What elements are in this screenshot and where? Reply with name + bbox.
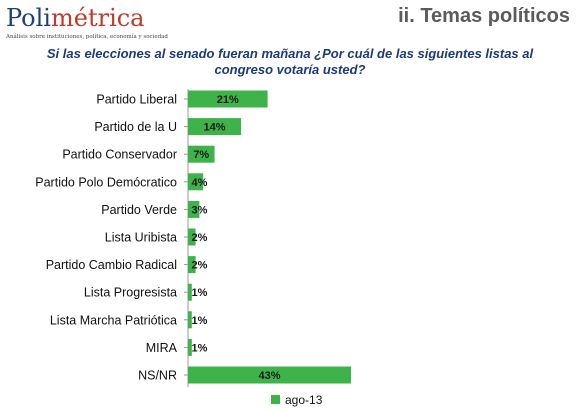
bar bbox=[188, 311, 192, 329]
data-label: 7% bbox=[193, 149, 209, 161]
category-label: MIRA bbox=[146, 341, 178, 355]
logo-prefix: Poli bbox=[6, 4, 51, 32]
bar bbox=[188, 145, 215, 163]
data-label: 1% bbox=[192, 342, 208, 354]
category-label: Lista Uribista bbox=[105, 231, 177, 245]
category-label: Partido Verde bbox=[101, 203, 177, 217]
logo-tagline: Análisis sobre instituciones, política, … bbox=[6, 34, 168, 40]
chart-title: Si las elecciones al senado fueran mañan… bbox=[46, 46, 534, 77]
bar bbox=[188, 366, 351, 384]
category-label: Partido Conservador bbox=[62, 148, 177, 162]
bar bbox=[188, 200, 200, 218]
data-label: 1% bbox=[192, 287, 208, 299]
logo-accent: métrica bbox=[50, 4, 145, 32]
data-label: 1% bbox=[192, 315, 208, 327]
data-label: 21% bbox=[217, 94, 239, 106]
bar bbox=[188, 338, 192, 356]
category-label: Partido Polo Demócratico bbox=[35, 175, 177, 189]
data-label: 3% bbox=[192, 204, 208, 216]
data-label: 14% bbox=[204, 122, 226, 134]
legend-swatch bbox=[271, 395, 280, 404]
data-label: 2% bbox=[192, 260, 208, 272]
data-label: 43% bbox=[258, 370, 280, 382]
data-label: 4% bbox=[192, 177, 208, 189]
bar bbox=[188, 173, 204, 191]
category-label: Partido Liberal bbox=[96, 93, 177, 107]
category-label: Partido de la U bbox=[94, 120, 177, 134]
polimetrica-logo: Polimétrica Análisis sobre instituciones… bbox=[6, 6, 168, 50]
bar bbox=[188, 118, 242, 136]
bar bbox=[188, 256, 196, 274]
bar bbox=[188, 228, 196, 246]
bar bbox=[188, 283, 192, 301]
legend-label: ago-13 bbox=[285, 393, 323, 407]
category-label: Partido Cambio Radical bbox=[46, 258, 177, 272]
logo-wordmark: Polimétrica bbox=[6, 6, 156, 30]
category-label: NS/NR bbox=[138, 369, 177, 383]
data-label: 2% bbox=[192, 232, 208, 244]
bar bbox=[188, 90, 268, 108]
category-label: Lista Progresista bbox=[84, 286, 177, 300]
category-label: Lista Marcha Patriótica bbox=[50, 313, 177, 327]
section-title: ii. Temas políticos bbox=[398, 5, 570, 27]
